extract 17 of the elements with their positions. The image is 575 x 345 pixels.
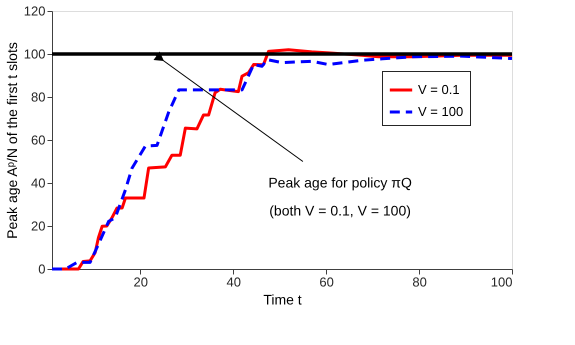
y-tick-label: 120	[24, 4, 46, 18]
legend-label: V = 0.1	[418, 82, 460, 97]
x-tick-label: 100	[490, 274, 512, 290]
y-tick-label: 100	[24, 46, 46, 62]
x-tick-label: 40	[226, 274, 241, 290]
legend-label: V = 100	[418, 104, 464, 119]
y-tick-label: 0	[38, 262, 46, 276]
y-tick-label: 60	[31, 132, 46, 148]
y-tick-label: 40	[31, 176, 46, 190]
y-tick-label: 80	[31, 90, 46, 104]
x-tick-label: 60	[319, 274, 334, 290]
y-axis-title: Peak age Aᵖ/N of the first t slots	[4, 42, 20, 239]
y-tick-label: 20	[31, 218, 46, 234]
x-tick-label: 20	[134, 274, 148, 290]
x-tick-label: 80	[412, 274, 427, 290]
annotation: Peak age for policy πQ (both V = 0.1, V = 100)	[268, 174, 412, 219]
x-axis-title: Time t	[263, 292, 302, 308]
